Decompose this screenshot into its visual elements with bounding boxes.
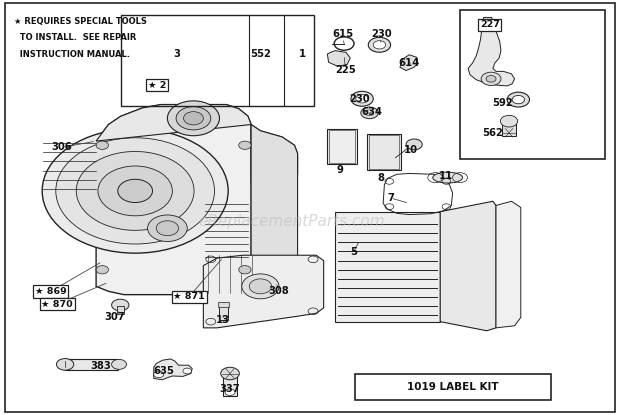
Circle shape bbox=[406, 139, 422, 150]
Circle shape bbox=[176, 107, 211, 130]
Text: 230: 230 bbox=[371, 29, 392, 39]
Text: 614: 614 bbox=[399, 58, 420, 68]
Circle shape bbox=[56, 359, 74, 370]
Circle shape bbox=[118, 179, 153, 203]
Polygon shape bbox=[440, 201, 496, 331]
Text: 1019 LABEL KIT: 1019 LABEL KIT bbox=[407, 382, 498, 392]
Ellipse shape bbox=[433, 172, 463, 183]
Bar bbox=[223, 374, 237, 396]
Text: 230: 230 bbox=[349, 94, 370, 104]
Text: 562: 562 bbox=[482, 128, 503, 138]
Circle shape bbox=[486, 76, 496, 82]
Circle shape bbox=[351, 91, 373, 106]
Text: 1: 1 bbox=[298, 49, 306, 59]
Circle shape bbox=[112, 359, 126, 369]
Text: ★ 870: ★ 870 bbox=[41, 300, 73, 309]
Circle shape bbox=[96, 266, 108, 274]
Polygon shape bbox=[154, 359, 192, 380]
Circle shape bbox=[249, 279, 272, 294]
Text: 227: 227 bbox=[480, 20, 500, 29]
Circle shape bbox=[361, 107, 378, 119]
Circle shape bbox=[512, 95, 525, 104]
Bar bbox=[502, 121, 516, 136]
Bar bbox=[117, 306, 124, 314]
Circle shape bbox=[98, 166, 172, 216]
Polygon shape bbox=[400, 55, 418, 71]
Bar bbox=[329, 130, 355, 163]
Text: 592: 592 bbox=[492, 98, 513, 108]
Text: 634: 634 bbox=[361, 107, 383, 117]
Circle shape bbox=[356, 95, 368, 103]
Circle shape bbox=[76, 151, 194, 230]
Circle shape bbox=[368, 37, 391, 52]
Circle shape bbox=[500, 115, 518, 127]
Polygon shape bbox=[203, 255, 324, 328]
Circle shape bbox=[481, 72, 501, 85]
Text: 225: 225 bbox=[335, 65, 356, 75]
Circle shape bbox=[365, 110, 374, 116]
Bar bbox=[65, 359, 118, 370]
Text: 3: 3 bbox=[173, 49, 180, 59]
Bar bbox=[218, 302, 229, 307]
Bar bbox=[460, 10, 604, 159]
Circle shape bbox=[167, 101, 219, 136]
Circle shape bbox=[239, 266, 251, 274]
Bar bbox=[335, 212, 440, 322]
Bar bbox=[369, 135, 399, 169]
Circle shape bbox=[184, 112, 203, 125]
Circle shape bbox=[239, 141, 251, 149]
Polygon shape bbox=[96, 105, 298, 185]
Text: 337: 337 bbox=[219, 384, 240, 394]
Text: eReplacementParts.com: eReplacementParts.com bbox=[198, 214, 385, 229]
Text: ★ 869: ★ 869 bbox=[35, 287, 67, 296]
Polygon shape bbox=[496, 201, 521, 328]
Text: TO INSTALL.  SEE REPAIR: TO INSTALL. SEE REPAIR bbox=[14, 33, 136, 42]
Polygon shape bbox=[251, 124, 298, 285]
Text: 9: 9 bbox=[336, 165, 343, 175]
Circle shape bbox=[112, 299, 129, 311]
Polygon shape bbox=[468, 17, 515, 86]
Circle shape bbox=[156, 221, 179, 236]
Circle shape bbox=[148, 215, 187, 242]
Text: 615: 615 bbox=[332, 29, 353, 39]
Circle shape bbox=[42, 129, 228, 253]
Bar bbox=[121, 15, 314, 106]
Text: ★ REQUIRES SPECIAL TOOLS: ★ REQUIRES SPECIAL TOOLS bbox=[14, 17, 146, 26]
Circle shape bbox=[507, 92, 529, 107]
Text: 7: 7 bbox=[387, 193, 394, 203]
Text: ★ 871: ★ 871 bbox=[173, 292, 205, 301]
Text: 11: 11 bbox=[440, 171, 453, 181]
Text: 306: 306 bbox=[51, 142, 73, 152]
Text: 13: 13 bbox=[216, 315, 230, 325]
Text: INSTRUCTION MANUAL.: INSTRUCTION MANUAL. bbox=[14, 50, 130, 59]
Circle shape bbox=[154, 371, 164, 378]
Circle shape bbox=[56, 138, 215, 244]
Text: 8: 8 bbox=[377, 173, 384, 183]
Circle shape bbox=[242, 274, 279, 299]
Circle shape bbox=[373, 41, 386, 49]
Text: ★ 2: ★ 2 bbox=[148, 81, 166, 90]
Bar bbox=[327, 129, 357, 164]
Text: 383: 383 bbox=[90, 361, 111, 371]
Circle shape bbox=[225, 389, 235, 395]
Text: 308: 308 bbox=[268, 286, 290, 295]
Polygon shape bbox=[96, 105, 251, 295]
Bar bbox=[367, 134, 401, 170]
Circle shape bbox=[96, 141, 108, 149]
Circle shape bbox=[183, 368, 192, 374]
Polygon shape bbox=[327, 51, 350, 66]
Text: 10: 10 bbox=[404, 145, 418, 155]
Text: 307: 307 bbox=[104, 312, 125, 322]
Bar bbox=[219, 304, 228, 320]
Bar bbox=[355, 374, 551, 400]
Text: 5: 5 bbox=[350, 247, 357, 257]
Circle shape bbox=[221, 367, 239, 380]
Text: 635: 635 bbox=[154, 366, 175, 376]
Text: 552: 552 bbox=[250, 49, 271, 59]
